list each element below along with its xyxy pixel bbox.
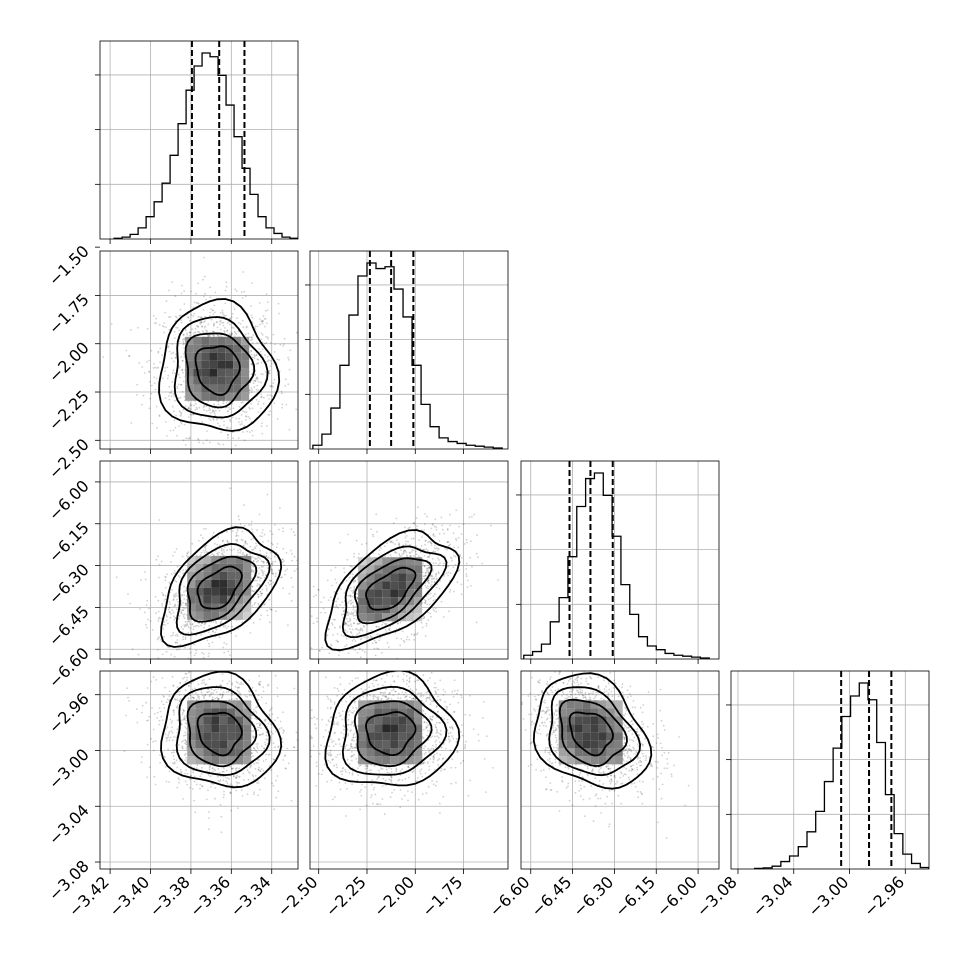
xtick-label-3-0: −3.08 xyxy=(693,872,741,920)
histogram-2 xyxy=(523,472,710,659)
contour-2-0-0 xyxy=(196,565,243,610)
panel-3-3: −3.08 −3.04 −3.00 −2.96 xyxy=(693,670,930,920)
ytick-label-2-3: −6.15 xyxy=(45,518,93,566)
frame-3-1 xyxy=(309,670,509,870)
xtick-label-0-1: −3.40 xyxy=(105,872,153,920)
contour-3-1-3 xyxy=(324,671,461,787)
frame-3-2 xyxy=(520,670,720,870)
panel-3-2: −6.60−6.45−6.30−6.15−6.00 xyxy=(485,670,720,920)
panel-1-1 xyxy=(305,250,509,454)
points-1-0 xyxy=(102,256,298,449)
xtick-label-2-2: −6.30 xyxy=(569,872,617,920)
contour-3-2-0 xyxy=(568,711,614,757)
contour-3-2-1 xyxy=(558,698,628,767)
frame-0-0 xyxy=(99,40,299,240)
ytick-label-2-0: −6.60 xyxy=(45,644,93,692)
contour-2-0-3 xyxy=(160,526,283,648)
xtick-label-0-3: −3.36 xyxy=(186,872,234,920)
contour-3-0-0 xyxy=(196,711,243,757)
xtick-label-3-2: −3.00 xyxy=(804,872,852,920)
contour-3-2-3 xyxy=(532,672,653,790)
frame-2-2 xyxy=(520,460,720,660)
contour-3-0-2 xyxy=(175,686,271,777)
frame-3-3 xyxy=(730,670,930,870)
xtick-label-3-1: −3.04 xyxy=(748,872,796,920)
contour-2-1-3 xyxy=(324,529,461,652)
frame-3-0 xyxy=(99,670,299,870)
frame-1-0 xyxy=(99,250,299,450)
ytick-label-2-4: −6.00 xyxy=(45,476,93,524)
ytick-label-2-2: −6.30 xyxy=(45,560,93,608)
xtick-label-2-0: −6.60 xyxy=(485,872,533,920)
contour-3-0-1 xyxy=(186,700,258,768)
xtick-label-2-1: −6.45 xyxy=(527,872,575,920)
panel-2-1 xyxy=(309,460,509,664)
panel-3-0: −3.08−3.04−3.00−2.96−3.42−3.40−3.38−3.36… xyxy=(45,670,299,920)
frame-1-1 xyxy=(309,250,509,450)
panel-2-0: −6.60−6.45−6.30−6.15−6.00 xyxy=(45,460,299,692)
xtick-label-1-0: −2.50 xyxy=(273,872,321,920)
ytick-label-1-3: −1.75 xyxy=(45,290,93,338)
frame-2-0 xyxy=(99,460,299,660)
ytick-label-1-4: −1.50 xyxy=(45,242,93,290)
points-3-2 xyxy=(521,671,690,839)
panel-0-0 xyxy=(95,40,299,244)
ytick-label-1-2: −2.00 xyxy=(45,338,93,386)
ytick-label-3-3: −2.96 xyxy=(45,689,93,737)
xtick-label-1-1: −2.25 xyxy=(322,872,370,920)
contour-1-0-2 xyxy=(173,316,269,419)
ytick-label-1-0: −2.50 xyxy=(45,435,93,483)
xtick-label-3-3: −2.96 xyxy=(860,872,908,920)
histogram-0 xyxy=(113,52,298,239)
panel-1-0: −2.50−2.25−2.00−1.75−1.50 xyxy=(45,242,299,483)
contour-1-0-0 xyxy=(194,345,241,397)
contour-3-2-2 xyxy=(548,686,642,777)
xtick-label-2-4: −6.00 xyxy=(653,872,701,920)
contour-2-1-0 xyxy=(365,566,417,611)
contour-3-0-3 xyxy=(160,671,283,789)
xtick-label-1-3: −1.75 xyxy=(418,872,466,920)
points-2-0 xyxy=(115,487,298,659)
contour-3-1-0 xyxy=(365,711,417,757)
contour-1-0-3 xyxy=(158,298,281,432)
contour-1-0-1 xyxy=(184,332,256,409)
ytick-label-3-1: −3.04 xyxy=(45,801,93,849)
contour-3-1-1 xyxy=(353,700,433,768)
contour-2-1-2 xyxy=(341,545,448,639)
contour-2-1-1 xyxy=(353,557,433,625)
frame-2-1 xyxy=(309,460,509,660)
ytick-label-1-1: −2.25 xyxy=(45,386,93,434)
points-2-1 xyxy=(310,498,499,659)
xtick-label-1-2: −2.00 xyxy=(370,872,418,920)
histogram-3 xyxy=(754,682,929,869)
ytick-label-3-2: −3.00 xyxy=(45,745,93,793)
xtick-label-2-3: −6.15 xyxy=(611,872,659,920)
panel-2-2 xyxy=(516,460,720,664)
ytick-label-2-1: −6.45 xyxy=(45,602,93,650)
points-3-0 xyxy=(123,671,298,834)
contour-3-1-2 xyxy=(341,685,448,776)
histogram-1 xyxy=(312,262,503,449)
points-3-1 xyxy=(310,671,494,817)
contour-2-0-2 xyxy=(175,542,271,636)
contour-2-0-1 xyxy=(186,555,258,623)
xtick-label-0-4: −3.34 xyxy=(226,872,274,920)
xtick-label-0-2: −3.38 xyxy=(146,872,194,920)
